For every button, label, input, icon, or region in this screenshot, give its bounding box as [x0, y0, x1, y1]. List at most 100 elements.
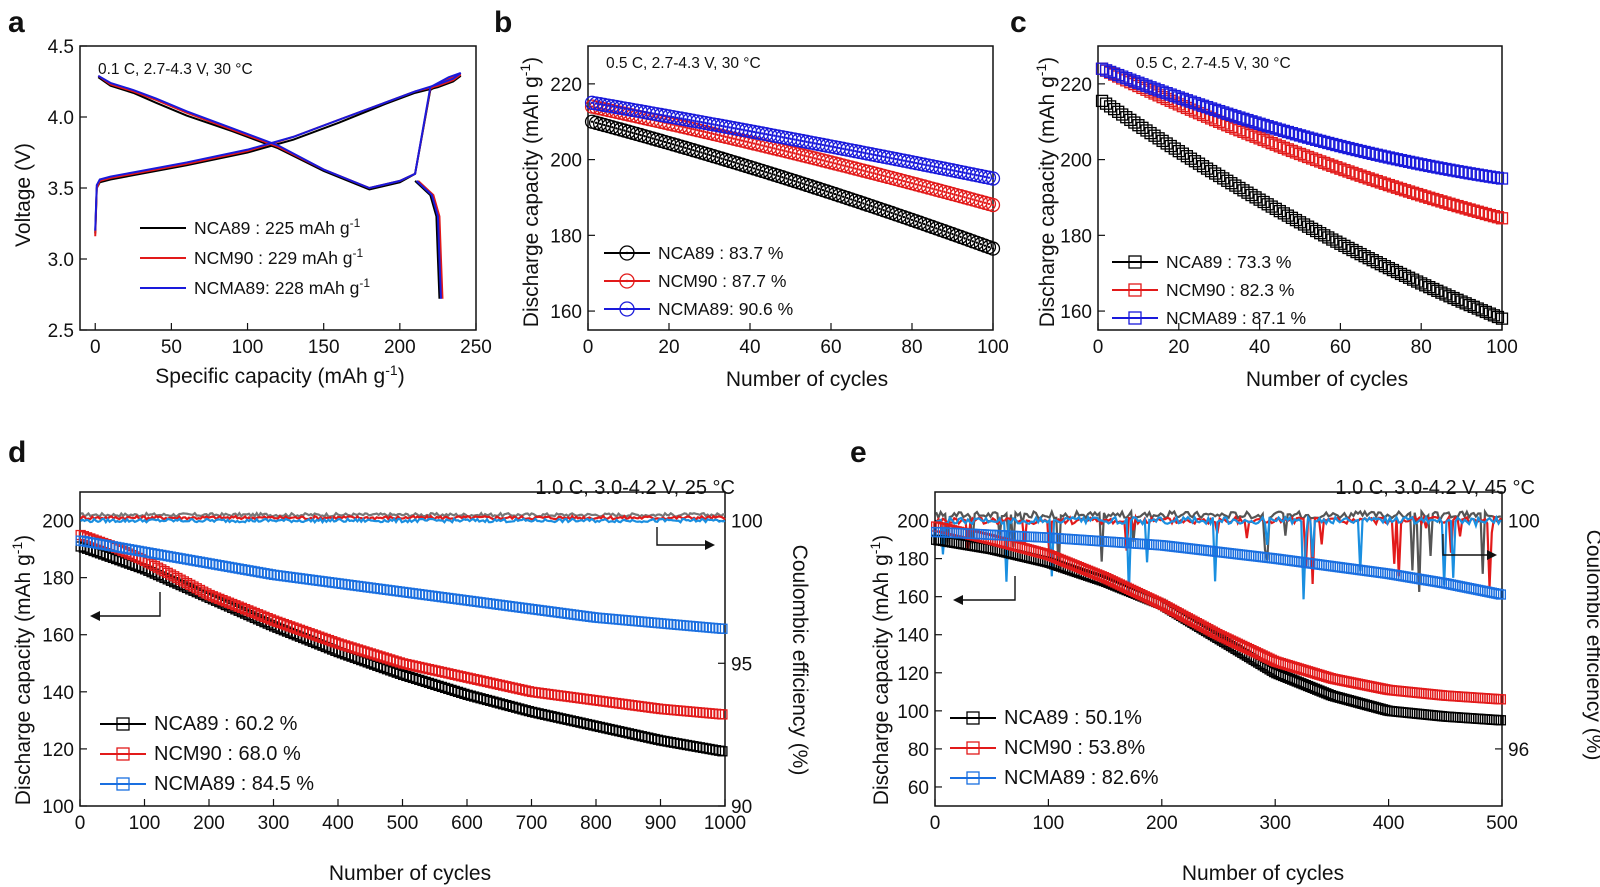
panel-c-point — [1370, 256, 1383, 269]
panel-b-series-ncma89 — [584, 95, 1001, 186]
panel-d-point — [665, 619, 676, 630]
panel-d-point — [462, 672, 473, 683]
panel-b-point-dot — [643, 135, 646, 138]
panel-b-point-dot — [959, 170, 962, 174]
panel-a-xtick-label: 100 — [232, 337, 264, 358]
panel-d-point — [414, 674, 425, 686]
panel-b-point-dot — [789, 151, 792, 154]
panel-d-point — [520, 685, 531, 696]
panel-d-legend: NCA89 : 60.2 % NCM90 : 68.0 % NCMA89 : 84.… — [100, 713, 314, 795]
panel-b-point-dot — [696, 150, 699, 153]
panel-d-point — [539, 709, 551, 720]
panel-d-point — [427, 678, 438, 690]
panel-c-point — [1362, 172, 1375, 185]
panel-c-legend-entry: NCM90 : 82.3 % — [1112, 280, 1294, 300]
panel-d-point — [704, 622, 715, 633]
panel-c-point — [1374, 176, 1387, 189]
panel-c-point — [1463, 298, 1476, 312]
panel-b-point-dot — [724, 125, 727, 128]
panel-c-point — [1495, 212, 1509, 225]
panel-c-plot-frame — [1097, 45, 1503, 331]
panel-d-point — [588, 720, 599, 731]
panel-b-point-dot — [651, 112, 654, 115]
panel-d-point — [391, 656, 402, 667]
panel-c-point — [1370, 148, 1383, 161]
panel-b-point-dot — [773, 147, 776, 150]
panel-d-point — [288, 622, 299, 633]
panel-c-point — [1289, 128, 1303, 141]
panel-c-point — [1411, 157, 1424, 170]
panel-b-point-dot — [732, 161, 735, 164]
panel-b-point-dot — [987, 202, 991, 206]
panel-c-point — [1451, 165, 1464, 178]
panel-c-point — [1338, 140, 1351, 154]
panel-b-point-dot — [862, 169, 865, 172]
panel-c-point — [1366, 173, 1379, 186]
panel-d-point — [159, 565, 170, 577]
panel-b-point-dot — [623, 107, 626, 110]
panel-d-point — [643, 617, 654, 628]
panel-b-point-dot — [716, 133, 719, 137]
panel-c-point — [1346, 166, 1359, 180]
panel-b-point-dot — [850, 166, 853, 169]
panel-b-point-dot — [631, 131, 634, 135]
panel-c-series — [1095, 62, 1509, 325]
panel-b-point-dot — [659, 139, 663, 143]
panel-d-point — [430, 665, 441, 676]
panel-b-point-dot — [850, 149, 853, 152]
panel-c-ytick-label: 220 — [1060, 75, 1092, 96]
panel-c-point — [1297, 130, 1311, 143]
panel-d-point — [201, 588, 212, 599]
panel-b-point-dot — [744, 164, 748, 168]
panel-b-point-dot — [603, 123, 606, 127]
panel-b-point-dot — [882, 174, 885, 178]
panel-b-point-dot — [805, 155, 808, 158]
panel-c-point — [1221, 107, 1234, 120]
panel-b-point-dot — [704, 130, 707, 134]
panel-d-point — [220, 596, 231, 607]
panel-d-point — [198, 586, 209, 597]
panel-b-point-dot — [684, 126, 687, 129]
panel-b-point-dot — [975, 174, 978, 177]
panel-b-point-dot — [777, 135, 780, 138]
panel-d-point — [378, 652, 389, 663]
panel-b-point-dot — [619, 128, 622, 131]
panel-d-point — [685, 706, 696, 717]
panel-b-point-dot — [659, 113, 663, 117]
panel-c-point — [1265, 200, 1278, 213]
panel-a-discharge-curve-ncma89 — [97, 72, 462, 190]
panel-b-point-dot — [740, 128, 744, 131]
panel-c-point — [1241, 113, 1254, 127]
panel-c-point — [1277, 124, 1290, 138]
panel-d-point — [372, 650, 383, 661]
panel-c-point — [1257, 118, 1270, 132]
panel-d-point — [439, 667, 451, 678]
panel-b-ytick-label: 200 — [550, 151, 582, 172]
panel-c-point — [1269, 138, 1282, 151]
panel-b-point-dot — [898, 158, 902, 162]
panel-d-point — [672, 619, 683, 630]
panel-c-point — [1261, 198, 1274, 211]
panel-d-point — [485, 695, 496, 706]
panel-d-point — [404, 671, 415, 683]
panel-b-point-dot — [854, 199, 857, 202]
panel-c-point — [1249, 130, 1262, 143]
panel-d-point — [685, 620, 696, 632]
panel-b-point-dot — [720, 157, 723, 160]
panel-c-point — [1245, 115, 1258, 128]
panel-b-point-dot — [910, 182, 914, 185]
panel-c-point — [1289, 146, 1303, 159]
panel-b-point-dot — [939, 228, 942, 231]
panel-d-point — [301, 626, 312, 638]
panel-d-point — [543, 710, 554, 721]
panel-b-point-dot — [752, 142, 756, 145]
panel-d-point — [352, 644, 364, 655]
panel-d-point — [452, 686, 464, 698]
panel-c-ytick-label: 180 — [1060, 226, 1092, 247]
panel-b-xtick-label: 0 — [583, 337, 594, 358]
panel-c-point — [1475, 206, 1488, 220]
panel-b-point-dot — [971, 198, 974, 201]
panel-b-point-dot — [684, 118, 687, 121]
panel-b-point-dot — [846, 196, 849, 200]
panel-c-xtick-label: 100 — [1486, 337, 1518, 358]
